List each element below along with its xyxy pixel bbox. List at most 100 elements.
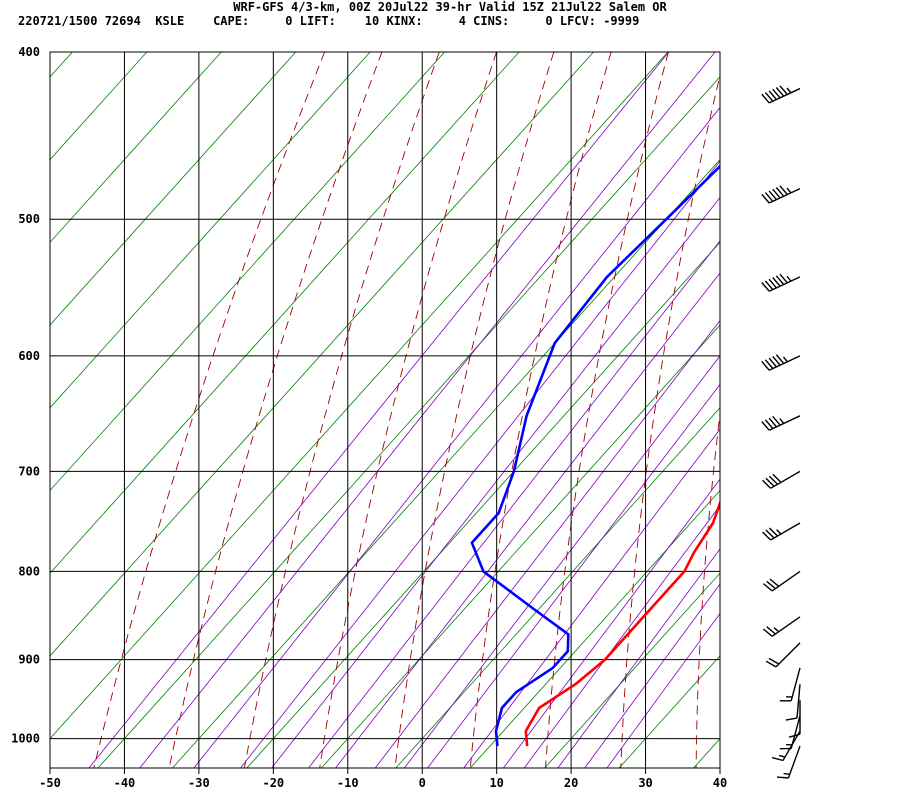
barb-staff xyxy=(768,355,801,371)
barb-full-flag xyxy=(766,626,776,635)
skewed-isotherm xyxy=(693,738,720,768)
skewed-isotherm xyxy=(544,572,720,768)
barb-staff xyxy=(782,730,801,761)
dry-adiabat xyxy=(469,52,612,768)
mixing-ratio-line xyxy=(404,355,720,768)
barb-full-flag xyxy=(764,359,774,369)
barb-full-flag xyxy=(762,583,773,592)
wind-barb xyxy=(785,684,801,721)
skewed-isotherm xyxy=(50,52,669,740)
skewed-isotherm xyxy=(842,52,900,768)
wind-barb xyxy=(762,522,801,541)
barb-half-flag xyxy=(773,627,780,633)
wind-barbs xyxy=(761,85,801,779)
mixing-ratio-line xyxy=(523,505,720,768)
dry-adiabat xyxy=(243,52,440,768)
barb-full-flag xyxy=(775,187,785,197)
x-tick-label: -50 xyxy=(39,776,61,790)
barb-full-flag xyxy=(772,473,782,483)
barb-full-flag xyxy=(771,756,784,762)
barb-full-flag xyxy=(769,578,780,587)
skewed-isotherm xyxy=(768,52,900,768)
dry-adiabat xyxy=(844,52,898,768)
mixing-ratio-line xyxy=(557,548,720,768)
y-tick-label: 700 xyxy=(18,464,40,478)
barb-full-flag xyxy=(766,580,776,590)
skewed-isotherm xyxy=(50,52,594,657)
x-tick-label: 0 xyxy=(419,776,426,790)
barb-full-flag xyxy=(772,88,781,99)
barb-half-flag xyxy=(779,418,785,424)
wind-barb xyxy=(762,616,801,637)
barb-full-flag xyxy=(768,527,778,537)
dry-adiabat xyxy=(319,52,497,768)
barb-staff xyxy=(768,415,801,431)
sounding-indices: 220721/1500 72694 KSLE CAPE: 0 LIFT: 10 … xyxy=(18,14,640,28)
wind-barb xyxy=(762,470,801,489)
barb-full-flag xyxy=(761,421,770,431)
x-tick-label: 20 xyxy=(564,776,578,790)
skewed-isotherm xyxy=(50,52,297,326)
x-tick-label: -20 xyxy=(262,776,284,790)
wind-barb xyxy=(779,715,801,750)
thermo-background-lines xyxy=(50,52,900,768)
y-tick-label: 400 xyxy=(18,45,40,59)
axes: -50 -40 -30 -20 -10 0 10 20 30 40 400 500 600 700 800 9… xyxy=(11,45,727,790)
barb-full-flag xyxy=(768,475,778,485)
skewed-isotherm xyxy=(50,52,445,492)
barb-full-flag xyxy=(772,415,781,426)
barb-staff xyxy=(790,667,801,701)
barb-full-flag xyxy=(761,193,770,204)
barb-full-flag xyxy=(768,417,777,428)
barb-full-flag xyxy=(762,628,773,637)
mixing-ratio-line xyxy=(503,478,720,768)
barb-full-flag xyxy=(764,92,774,102)
x-tick-label: 40 xyxy=(713,776,727,790)
plot-frame xyxy=(49,51,721,769)
y-tick-label: 600 xyxy=(18,349,40,363)
x-tick-label: -10 xyxy=(337,776,359,790)
barb-full-flag xyxy=(765,660,777,668)
barb-full-flag xyxy=(779,273,788,284)
barb-staff xyxy=(796,684,801,719)
barb-full-flag xyxy=(775,354,785,364)
barb-full-flag xyxy=(772,277,781,287)
skewed-isotherm xyxy=(395,407,720,768)
y-tick-label: 500 xyxy=(18,212,40,226)
x-tick-label: -30 xyxy=(188,776,210,790)
barb-half-flag xyxy=(783,772,790,775)
skewed-isotherm xyxy=(321,324,720,768)
dry-adiabat xyxy=(620,73,720,768)
plot-area xyxy=(50,52,720,768)
skewed-isotherm xyxy=(246,241,720,768)
barb-half-flag xyxy=(782,356,788,363)
skewed-isotherm xyxy=(469,489,720,768)
wind-barb xyxy=(761,354,801,371)
barb-half-flag xyxy=(786,275,792,282)
barb-full-flag xyxy=(761,93,770,104)
barb-full-flag xyxy=(768,90,777,100)
mixing-ratio-line xyxy=(308,240,720,768)
wind-barb xyxy=(761,415,801,431)
x-tick-label: 10 xyxy=(489,776,503,790)
skewed-isotherm xyxy=(50,52,222,243)
barb-full-flag xyxy=(761,361,770,371)
barb-full-flag xyxy=(779,185,788,195)
skewed-isotherm xyxy=(50,52,371,409)
barb-full-flag xyxy=(768,357,777,368)
wind-barb xyxy=(761,185,801,204)
y-tick-label: 800 xyxy=(18,564,40,578)
skewed-isotherm xyxy=(50,52,520,574)
mixing-ratio-line xyxy=(606,612,720,768)
barb-full-flag xyxy=(776,776,789,779)
wind-barb xyxy=(779,667,801,702)
barb-full-flag xyxy=(785,717,798,721)
mixing-ratio-line xyxy=(139,52,716,768)
mixing-ratio-line xyxy=(427,383,720,768)
barb-full-flag xyxy=(775,87,785,97)
wind-barb xyxy=(761,85,801,104)
wind-barb xyxy=(771,730,801,762)
barb-staff xyxy=(768,87,801,104)
dry-adiabat xyxy=(168,52,383,768)
barb-staff xyxy=(770,470,801,489)
